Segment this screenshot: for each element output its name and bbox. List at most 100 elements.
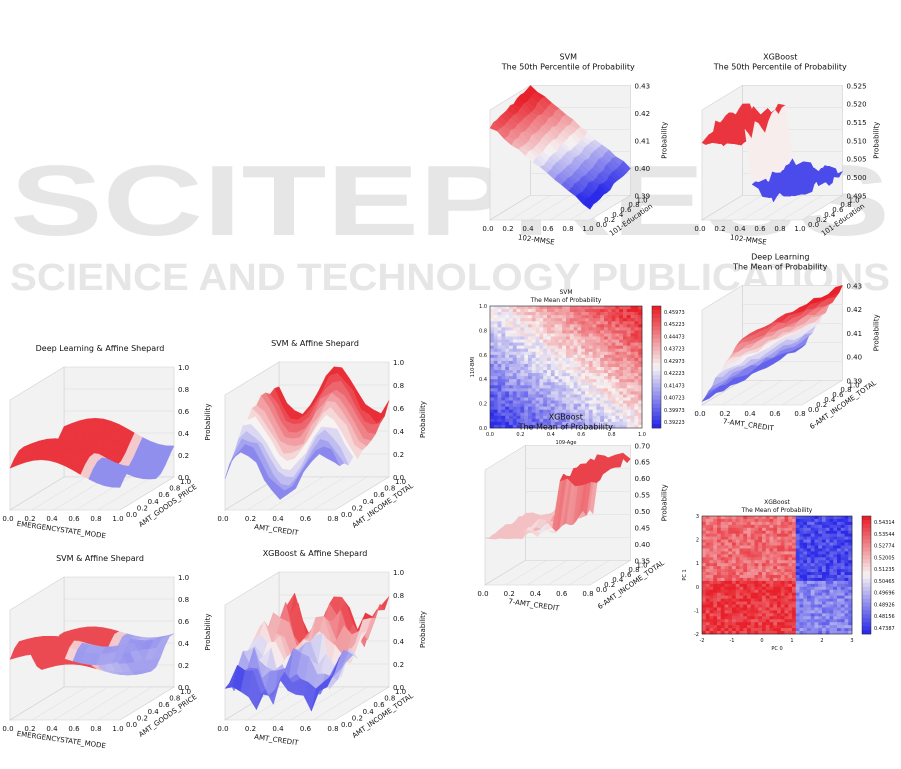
heat-cell <box>543 348 548 353</box>
heat-cell <box>501 379 506 383</box>
z-tick-label: 0.6 <box>178 408 190 416</box>
heat-cell <box>634 339 639 343</box>
heat-cell <box>577 367 582 371</box>
heat-cell <box>709 613 714 617</box>
heat-cell <box>810 557 815 561</box>
heat-cell <box>509 348 514 353</box>
heat-cell <box>814 595 819 599</box>
heat-cell <box>765 560 770 564</box>
heat-cell <box>535 315 540 319</box>
heat-cell <box>490 367 495 371</box>
heat-cell <box>735 536 740 540</box>
heat-cell <box>562 342 567 346</box>
heat-cell <box>516 400 521 404</box>
heat-cell <box>585 348 590 353</box>
heat-cell <box>524 333 529 337</box>
heat-cell <box>539 363 544 368</box>
heat-cell <box>592 333 597 337</box>
heat-cell <box>747 595 752 599</box>
gridline <box>268 476 324 511</box>
heat-cell <box>810 622 815 626</box>
heat-cell <box>709 524 714 529</box>
heat-cell <box>611 342 616 346</box>
heat-cell <box>600 400 605 404</box>
heat-cell <box>531 333 536 337</box>
heat-cell <box>788 518 793 523</box>
heat-cell <box>562 330 567 334</box>
heat-cell <box>619 424 624 429</box>
heat-cell <box>810 521 815 526</box>
z-tick-label: 0.40 <box>635 541 651 549</box>
heat-cell <box>702 622 707 626</box>
heat-cell <box>535 406 540 410</box>
heat-cell <box>558 345 563 349</box>
heat-cell <box>747 518 752 523</box>
heat-cell <box>626 339 631 343</box>
x-tick-label: 0.6 <box>300 725 312 733</box>
heat-cell <box>777 545 782 549</box>
heat-cell <box>490 394 495 398</box>
heat-cell <box>818 604 823 608</box>
gridline <box>97 476 153 511</box>
y-tick-label: 0 <box>696 585 699 591</box>
heat-cell <box>539 312 544 316</box>
heat-cell <box>732 527 737 532</box>
heat-cell <box>596 415 601 420</box>
heat-cell <box>600 330 605 334</box>
y-tick-label: 0.8 <box>628 201 639 209</box>
heat-cell <box>780 572 785 576</box>
heat-cell <box>762 560 767 564</box>
y-tick-label: 0.6 <box>620 571 632 579</box>
heat-cell <box>822 530 827 534</box>
x-tick-label: 0.8 <box>794 410 805 418</box>
heat-cell <box>720 598 725 602</box>
heat-cell <box>520 424 525 429</box>
heat-cell <box>528 357 533 362</box>
heat-cell <box>777 518 782 523</box>
heat-cell <box>788 572 793 576</box>
heat-cell <box>569 412 574 417</box>
heat-cell <box>585 370 590 374</box>
heat-cell <box>788 601 793 605</box>
heat-cell <box>634 373 639 377</box>
heat-cell <box>623 397 628 401</box>
heat-cell <box>626 357 631 362</box>
heat-cell <box>780 542 785 546</box>
y-tick-label: 0.4 <box>363 498 375 506</box>
heat-cell <box>743 539 748 543</box>
heat-cell <box>490 360 495 365</box>
z-tick-label: 0.8 <box>178 596 189 604</box>
y-tick-label: 1.0 <box>180 688 191 696</box>
heat-cell <box>623 412 628 417</box>
heat-cell <box>795 554 800 558</box>
heat-cell <box>739 551 744 555</box>
heat-cell <box>705 613 710 617</box>
heat-cell <box>596 379 601 383</box>
heat-cell <box>638 415 643 420</box>
heat-cell <box>611 379 616 383</box>
heat-cell <box>512 327 517 331</box>
heat-cell <box>566 321 571 325</box>
heat-cell <box>588 348 593 353</box>
heat-cell <box>810 572 815 576</box>
heat-cell <box>493 333 498 337</box>
heat-cell <box>569 388 574 392</box>
heat-cell <box>524 394 529 398</box>
heat-cell <box>554 394 559 398</box>
heat-cell <box>728 524 733 529</box>
heat-cell <box>743 551 748 555</box>
heat-cell <box>732 592 737 596</box>
heat-cell <box>765 518 770 523</box>
heat-cell <box>524 424 529 429</box>
heat-cell <box>626 336 631 340</box>
heat-cell <box>743 604 748 608</box>
heat-cell <box>829 572 834 576</box>
heat-cell <box>732 569 737 573</box>
floor-pane <box>700 379 844 406</box>
heat-cell <box>539 391 544 395</box>
heat-cell <box>724 580 729 585</box>
heat-cell <box>535 409 540 414</box>
heat-cell <box>585 339 590 343</box>
heat-cell <box>728 521 733 526</box>
z-tick-label: 0.8 <box>178 386 189 394</box>
